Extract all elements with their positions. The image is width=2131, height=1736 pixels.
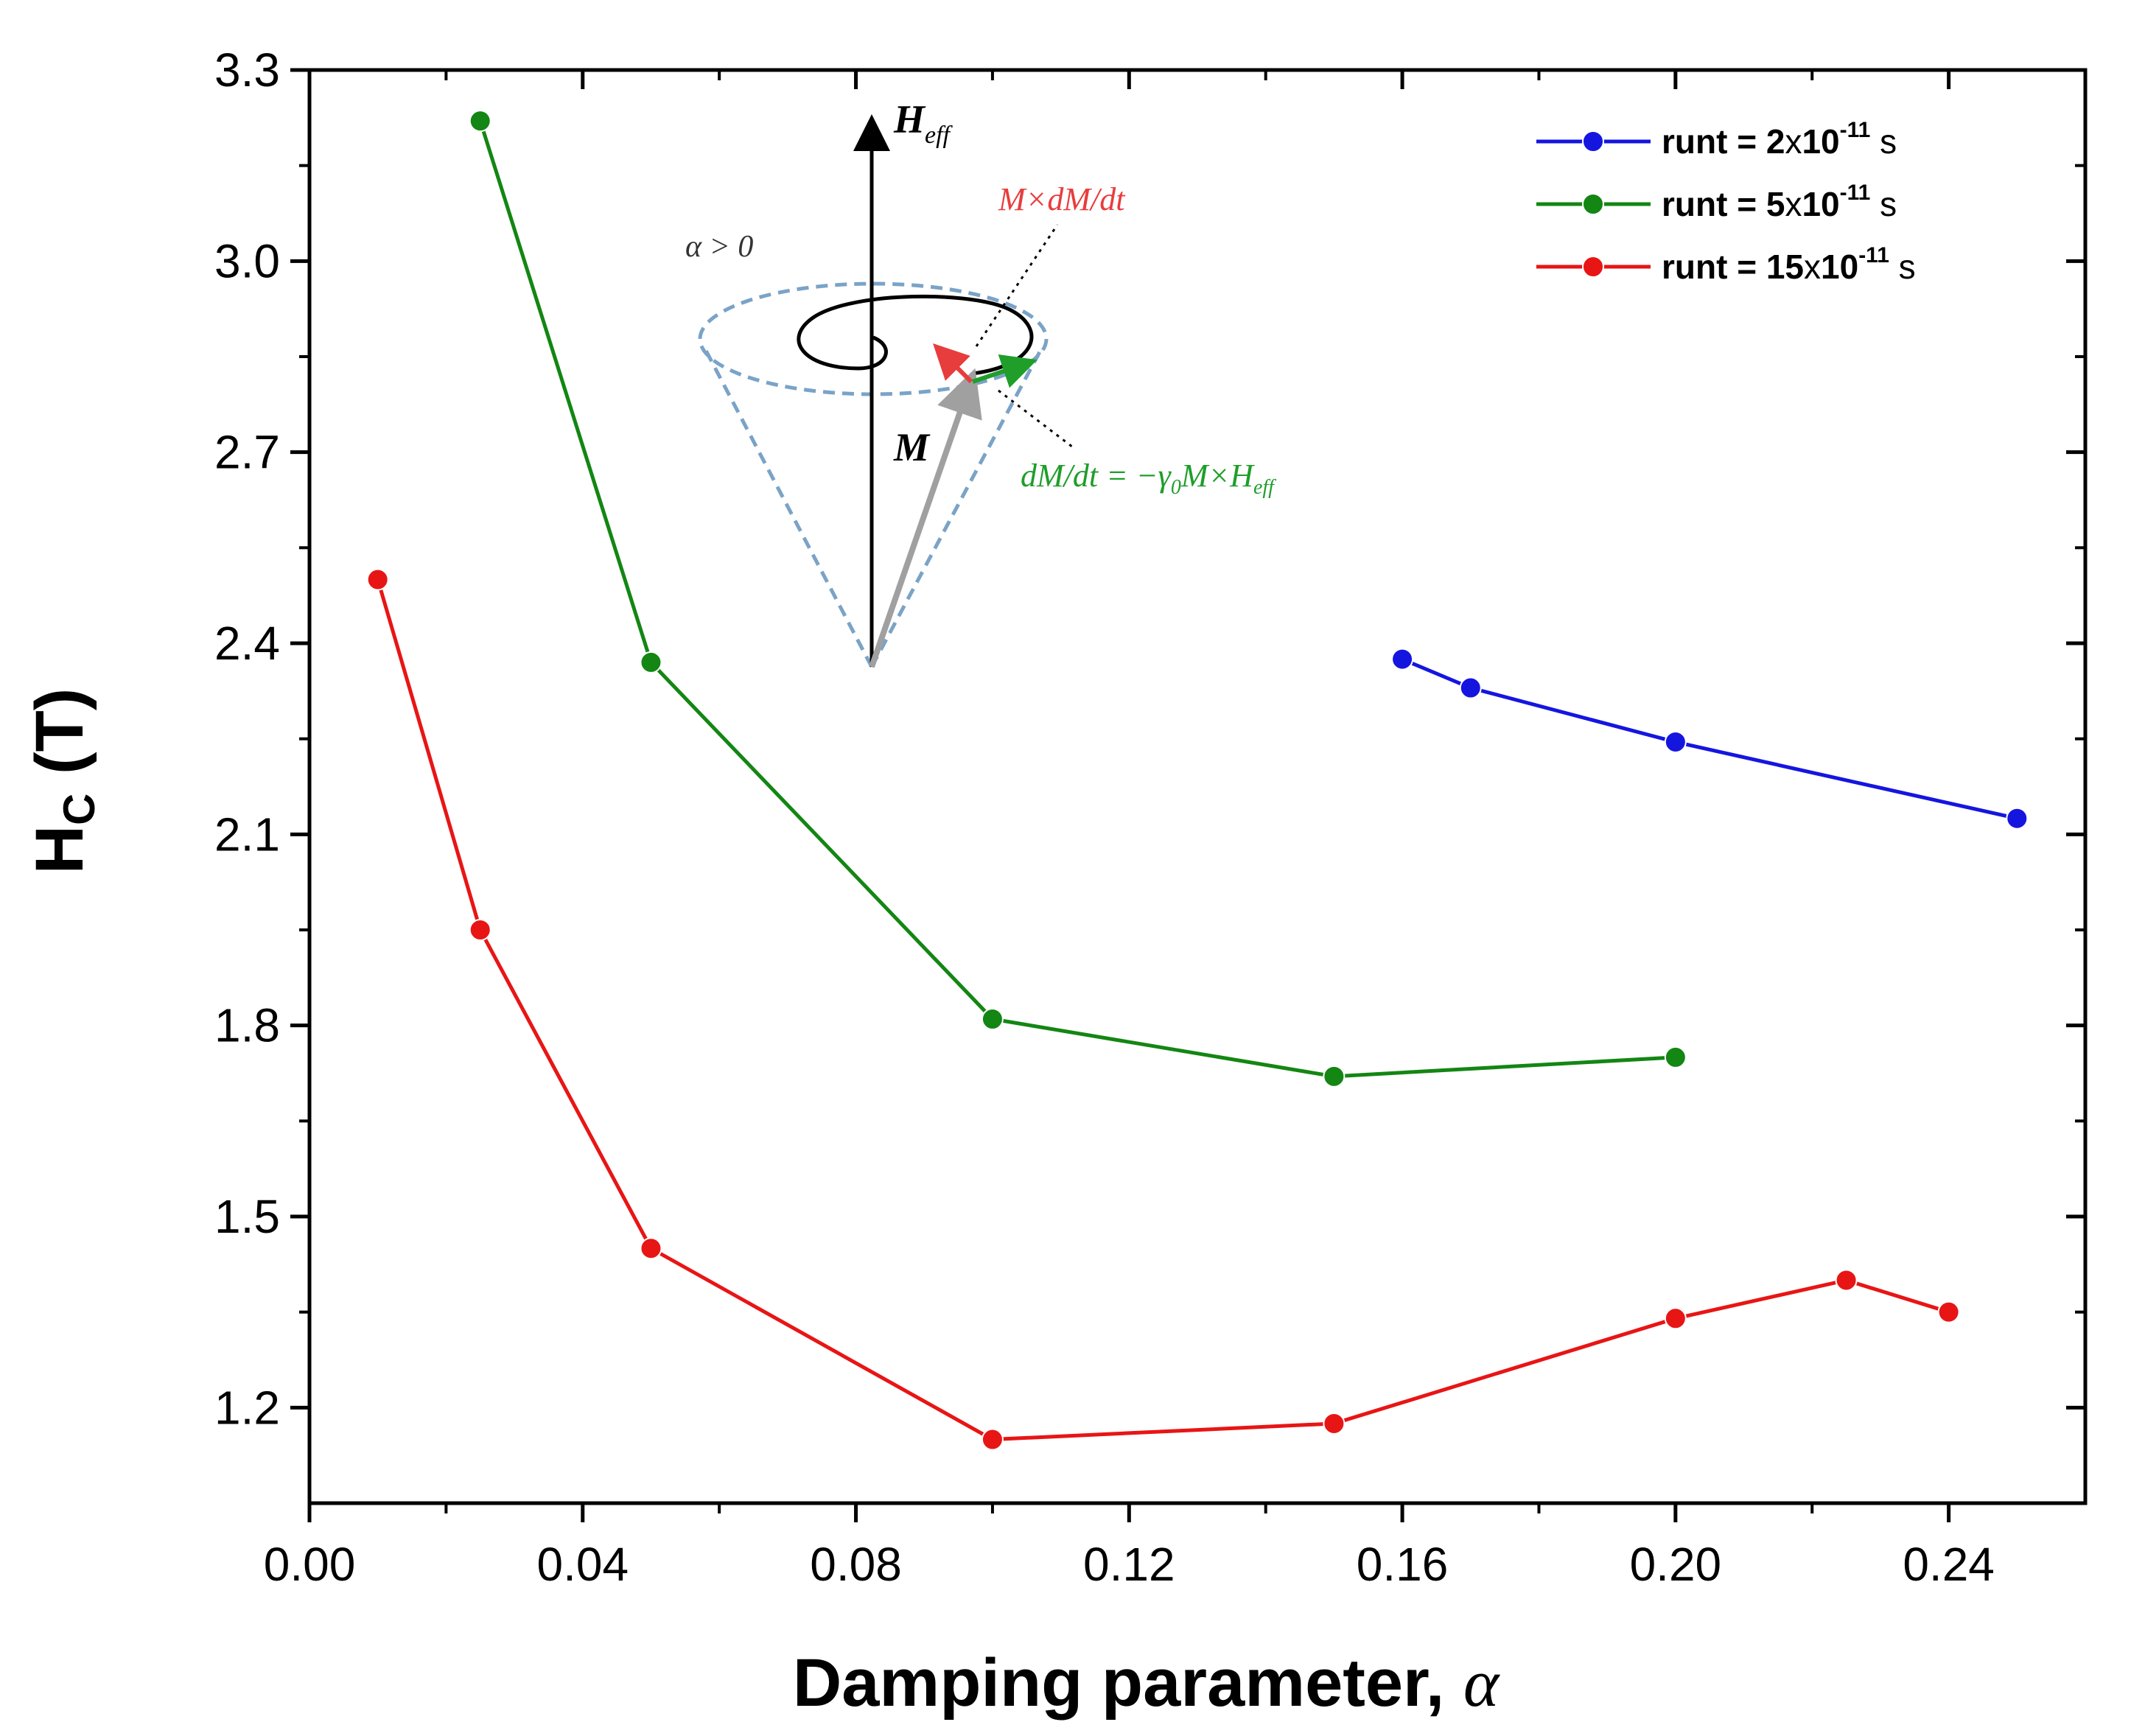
precession-label: dM/dt = −γ0M×Heff	[1021, 458, 1276, 499]
series-line	[1402, 657, 2018, 821]
data-point	[366, 568, 389, 591]
data-point	[1664, 1307, 1687, 1330]
series-2	[366, 568, 1960, 1451]
x-tick-label: 0.04	[536, 1538, 629, 1591]
y-tick-label: 3.0	[214, 234, 280, 287]
legend-label-part: x	[1804, 248, 1821, 286]
precession-spiral	[797, 294, 1034, 376]
x-tick-label: 0.12	[1083, 1538, 1175, 1591]
y-tick-label: 3.3	[214, 43, 280, 97]
legend-label-part: runt = 2	[1662, 122, 1785, 161]
legend-label-part: x	[1785, 185, 1802, 223]
data-point	[1664, 730, 1687, 753]
legend-label-part: runt = 5	[1662, 185, 1785, 223]
legend-label-part: s	[1870, 122, 1897, 161]
legend-label-part: s	[1889, 248, 1916, 286]
y-axis-title: HC (T)	[22, 688, 104, 875]
legend-label: runt = 5x10-11 s	[1662, 181, 1897, 223]
data-point	[640, 1237, 662, 1260]
x-tick-label: 0.20	[1630, 1538, 1722, 1591]
data-point	[2006, 807, 2029, 830]
legend-label: runt = 2x10-11 s	[1662, 118, 1897, 161]
cone-left-edge	[701, 345, 874, 668]
leader-damping	[975, 224, 1059, 347]
m-vector-arrow	[869, 368, 982, 668]
legend-label-part: runt = 15	[1662, 248, 1804, 286]
x-axis-title: Damping parameter, α	[793, 1645, 1500, 1721]
alpha-label: α > 0	[685, 230, 753, 264]
axes: 0.00 0.04 0.08 0.12 0.16 0.20 0.24 1.2 1.5 1.8 2.1…	[214, 43, 2088, 1591]
data-point	[469, 110, 491, 133]
series-layer	[366, 110, 2029, 1451]
legend-label-part: 10	[1821, 248, 1858, 286]
dmdt-arrow	[972, 354, 1037, 388]
data-point	[640, 651, 662, 673]
legend-marker	[1582, 193, 1604, 215]
damping-label: M×dM/dt	[998, 181, 1126, 217]
series-1	[469, 110, 1687, 1088]
llg-inset-diagram: α > 0 Heff M M×dM/dt dM/dt = −γ0M×Heff	[685, 97, 1276, 668]
data-point	[1323, 1412, 1346, 1435]
legend-label-part: -11	[1840, 181, 1871, 205]
y-tick-label: 2.1	[214, 808, 280, 861]
y-tick-label: 1.5	[214, 1190, 280, 1243]
cone-right-edge	[869, 345, 1045, 668]
series-0	[1391, 648, 2029, 830]
x-tick-label: 0.00	[264, 1538, 356, 1591]
data-point	[981, 1008, 1004, 1031]
legend-label-part: x	[1785, 122, 1802, 161]
data-point	[1664, 1046, 1687, 1068]
x-tick-label: 0.24	[1903, 1538, 1995, 1591]
y-tick-label: 2.7	[214, 426, 280, 479]
data-point	[1323, 1065, 1346, 1088]
plot-frame	[307, 68, 2088, 1505]
x-tick-label: 0.08	[810, 1538, 902, 1591]
legend-label-part: -11	[1858, 243, 1889, 267]
y-tick-label: 1.8	[214, 999, 280, 1052]
y-tick-label: 2.4	[214, 617, 280, 670]
legend-label: runt = 15x10-11 s	[1662, 243, 1916, 286]
leader-precession	[998, 389, 1077, 451]
series-line	[376, 578, 1950, 1442]
y-tick-label: 1.2	[214, 1381, 280, 1434]
heff-label: Heff	[893, 97, 953, 149]
series-line	[478, 120, 1676, 1079]
data-point	[1835, 1269, 1858, 1292]
data-point	[1391, 648, 1414, 671]
legend-marker	[1582, 256, 1604, 278]
legend-label-part: -11	[1840, 118, 1871, 142]
cone-base-ellipse	[698, 281, 1049, 396]
m-label: M	[893, 425, 931, 469]
x-tick-label: 0.16	[1357, 1538, 1449, 1591]
data-point	[1937, 1301, 1960, 1323]
legend-label-part: s	[1870, 185, 1897, 223]
data-point	[981, 1428, 1004, 1451]
damping-arrow	[933, 343, 973, 384]
data-point	[469, 919, 491, 941]
legend-label-part: 10	[1802, 122, 1839, 161]
legend-marker	[1582, 130, 1604, 153]
data-point	[1459, 676, 1482, 699]
legend-label-part: 10	[1802, 185, 1839, 223]
